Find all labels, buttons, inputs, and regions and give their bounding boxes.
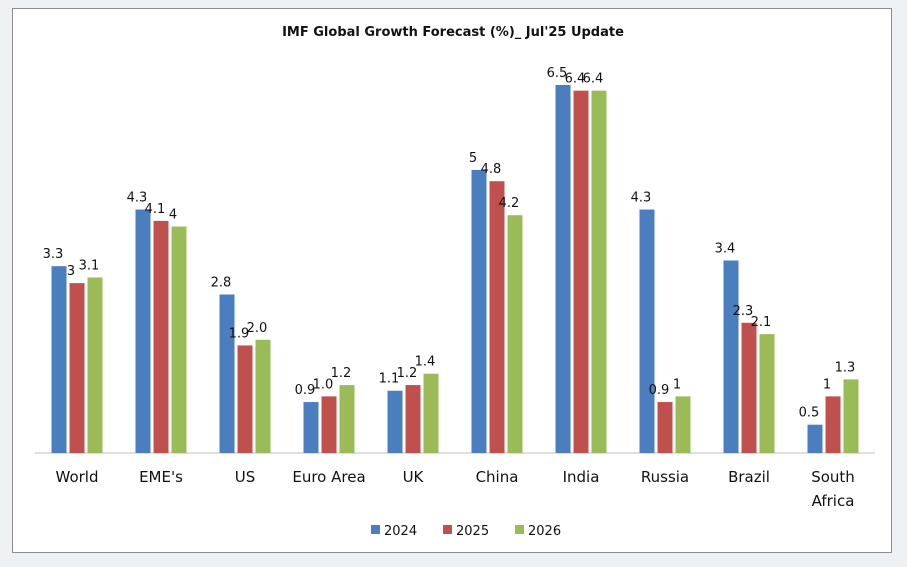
bar-us-2026 (255, 339, 271, 453)
category-label-world: World (56, 468, 99, 486)
legend-swatch-2026 (515, 525, 524, 534)
data-label-uk-2025: 1.2 (397, 366, 418, 381)
bar-eme-s-2024 (135, 209, 151, 453)
data-label-brazil-2024: 3.4 (715, 242, 736, 257)
category-label-south-africa-line2: Africa (812, 492, 855, 510)
data-label-world-2024: 3.3 (43, 247, 64, 262)
data-label-india-2026: 6.4 (583, 72, 604, 87)
data-label-brazil-2026: 2.1 (751, 315, 772, 330)
category-label-south-africa-line1: South (811, 468, 855, 486)
data-label-south-africa-2024: 0.5 (799, 406, 820, 421)
legend-label-2025: 2025 (456, 524, 489, 539)
bar-brazil-2025 (741, 322, 757, 453)
data-label-uk-2026: 1.4 (415, 355, 436, 370)
bar-world-2026 (87, 277, 103, 453)
data-label-brazil-2025: 2.3 (733, 304, 754, 319)
data-label-china-2026: 4.2 (499, 196, 520, 211)
bar-uk-2025 (405, 385, 421, 453)
bar-russia-2025 (657, 402, 673, 453)
bar-india-2026 (591, 90, 607, 454)
bar-world-2025 (69, 283, 85, 453)
bar-us-2024 (219, 294, 235, 453)
category-label-india: India (563, 468, 600, 486)
data-label-us-2025: 1.9 (229, 326, 250, 341)
data-label-world-2026: 3.1 (79, 258, 100, 273)
data-label-eme-s-2025: 4.1 (145, 202, 166, 217)
bar-uk-2026 (423, 373, 439, 453)
bar-china-2026 (507, 215, 523, 453)
data-label-world-2025: 3 (67, 264, 75, 279)
category-label-group: World EME's US Euro Area UK China India Russia B… (56, 468, 855, 510)
bar-brazil-2026 (759, 334, 775, 453)
data-label-uk-2024: 1.1 (379, 372, 400, 387)
data-label-china-2024: 5 (469, 151, 477, 166)
data-label-eme-s-2026: 4 (169, 208, 177, 223)
data-label-south-africa-2025: 1 (823, 377, 831, 392)
bar-eme-s-2025 (153, 220, 169, 453)
data-label-us-2026: 2.0 (247, 321, 268, 336)
category-label-eme-s: EME's (139, 468, 183, 486)
data-label-euro-area-2025: 1.0 (313, 377, 334, 392)
data-label-russia-2024: 4.3 (631, 191, 652, 206)
data-label-euro-area-2024: 0.9 (295, 383, 316, 398)
bar-india-2024 (555, 85, 571, 453)
bar-group (51, 85, 859, 454)
category-label-euro-area: Euro Area (292, 468, 365, 486)
data-label-group: 3.33 3.14.34.1 42.81.92.00.91.01.2 1.11.21.… (43, 66, 856, 421)
data-label-india-2025: 6.4 (565, 72, 586, 87)
bar-russia-2026 (675, 396, 691, 453)
data-label-euro-area-2026: 1.2 (331, 366, 352, 381)
data-label-us-2024: 2.8 (211, 275, 232, 290)
category-label-brazil: Brazil (728, 468, 770, 486)
category-label-russia: Russia (641, 468, 689, 486)
bar-chart: IMF Global Growth Forecast (%)_ Jul'25 U… (35, 25, 875, 539)
bar-india-2025 (573, 90, 589, 454)
legend-swatch-2024 (371, 525, 380, 534)
bar-world-2024 (51, 266, 67, 453)
bar-uk-2024 (387, 390, 403, 453)
bar-eme-s-2026 (171, 226, 187, 453)
category-label-china: China (476, 468, 519, 486)
data-label-india-2024: 6.5 (547, 66, 568, 81)
bar-china-2024 (471, 169, 487, 453)
category-label-us: US (235, 468, 256, 486)
legend-swatch-2025 (443, 525, 452, 534)
bar-south-africa-2025 (825, 396, 841, 453)
category-label-uk: UK (403, 468, 425, 486)
chart-frame: IMF Global Growth Forecast (%)_ Jul'25 U… (12, 8, 892, 553)
bar-euro-area-2024 (303, 402, 319, 453)
data-label-russia-2025: 0.9 (649, 383, 670, 398)
legend-label-2026: 2026 (528, 524, 561, 539)
data-label-south-africa-2026: 1.3 (835, 360, 856, 375)
bar-south-africa-2026 (843, 379, 859, 453)
chart-title: IMF Global Growth Forecast (%)_ Jul'25 U… (282, 25, 624, 40)
bar-russia-2024 (639, 209, 655, 453)
data-label-china-2025: 4.8 (481, 162, 502, 177)
bar-china-2025 (489, 181, 505, 453)
bar-south-africa-2024 (807, 424, 823, 453)
bar-us-2025 (237, 345, 253, 453)
legend: 2024 2025 2026 (371, 524, 561, 539)
bar-euro-area-2025 (321, 396, 337, 453)
data-label-russia-2026: 1 (673, 377, 681, 392)
bar-euro-area-2026 (339, 385, 355, 453)
legend-label-2024: 2024 (384, 524, 417, 539)
bar-brazil-2024 (723, 260, 739, 453)
data-label-eme-s-2024: 4.3 (127, 191, 148, 206)
